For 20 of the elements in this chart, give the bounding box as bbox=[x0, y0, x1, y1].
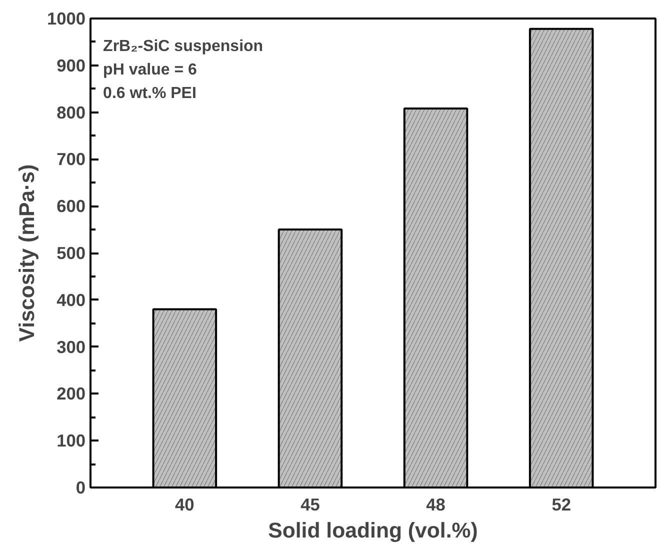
annotation: pH value = 6 bbox=[103, 62, 197, 79]
y-tick-label: 700 bbox=[56, 149, 86, 170]
x-tick-label: 40 bbox=[175, 494, 194, 514]
y-tick-label: 300 bbox=[56, 336, 86, 357]
y-tick-label: 900 bbox=[56, 55, 86, 76]
x-tick-label: 45 bbox=[300, 494, 320, 514]
y-tick-label: 200 bbox=[56, 384, 86, 404]
annotation: ZrB₂-SiC suspension bbox=[103, 38, 264, 56]
x-axis-title: Solid loading (vol.%) bbox=[268, 518, 478, 542]
annotation: 0.6 wt.% PEI bbox=[103, 85, 196, 102]
y-tick-label: 600 bbox=[56, 196, 86, 216]
y-tick-label: 100 bbox=[56, 430, 86, 451]
y-axis-title: Viscosity (mPa·s) bbox=[14, 164, 39, 342]
y-tick-label: 1000 bbox=[46, 8, 86, 28]
y-tick-label: 400 bbox=[56, 290, 86, 310]
y-tick-label: 0 bbox=[76, 478, 86, 498]
x-tick-label: 48 bbox=[426, 494, 446, 514]
y-tick-label: 800 bbox=[56, 102, 86, 122]
y-tick-label: 500 bbox=[56, 243, 86, 263]
x-tick-label: 52 bbox=[552, 494, 571, 514]
